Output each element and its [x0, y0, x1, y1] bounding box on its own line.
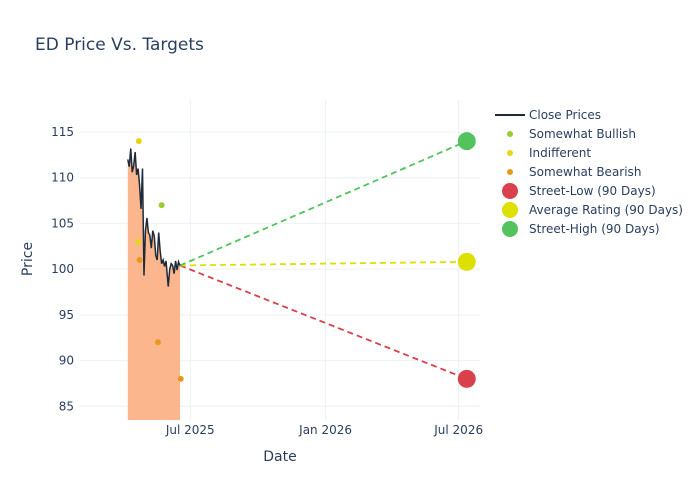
target-line-1 [179, 260, 467, 267]
plot-marks [127, 132, 476, 420]
legend-item-2: Indifferent [507, 146, 591, 160]
target-line-0 [179, 264, 468, 380]
x-axis-title: Date [263, 449, 296, 465]
y-tick-label-6: 115 [51, 125, 74, 139]
legend-label-1: Somewhat Bullish [529, 127, 636, 141]
rating-point-2-1 [154, 339, 161, 346]
y-axis-ticks: 85 90 95 100 105 110 115 [51, 125, 74, 413]
y-tick-label-4: 105 [51, 216, 74, 230]
target-marker-0 [457, 369, 476, 388]
y-tick-label-0: 85 [59, 399, 74, 413]
legend-item-3: Somewhat Bearish [507, 165, 641, 179]
legend-label-2: Indifferent [529, 146, 591, 160]
target-marker-1 [457, 252, 476, 271]
rating-point-2-0 [136, 257, 143, 263]
legend-item-5: Average Rating (90 Days) [502, 202, 683, 218]
y-tick-label-2: 95 [59, 308, 74, 322]
rating-point-1-1 [135, 238, 142, 245]
target-marker-2 [457, 132, 476, 151]
y-axis-title: Price [20, 242, 36, 276]
legend-swatch-3 [507, 169, 513, 175]
close-price-area [127, 148, 180, 420]
x-tick-label-2: Jul 2026 [433, 423, 483, 437]
legend-label-0: Close Prices [529, 108, 601, 122]
legend[interactable]: Close Prices Somewhat Bullish Indifferent S… [495, 108, 683, 237]
y-tick-label-1: 90 [59, 354, 74, 368]
legend-item-1: Somewhat Bullish [507, 127, 636, 141]
rating-point-2-2 [177, 375, 184, 382]
close-price-line [127, 148, 181, 287]
x-tick-label-1: Jan 2026 [298, 423, 352, 437]
legend-swatch-5 [502, 202, 518, 218]
rating-point-1-0 [135, 138, 142, 145]
target-line-2 [179, 140, 468, 267]
y-tick-label-3: 100 [51, 262, 74, 276]
legend-label-5: Average Rating (90 Days) [529, 203, 683, 217]
legend-swatch-2 [507, 150, 513, 156]
legend-item-6: Street-High (90 Days) [502, 221, 660, 237]
rating-point-0-0 [158, 202, 165, 209]
legend-item-4: Street-Low (90 Days) [502, 183, 656, 199]
legend-label-3: Somewhat Bearish [529, 165, 641, 179]
legend-swatch-1 [507, 131, 513, 137]
x-tick-label-0: Jul 2025 [165, 423, 215, 437]
legend-swatch-4 [502, 183, 518, 199]
x-axis-ticks: Jul 2025 Jan 2026 Jul 2026 [165, 423, 483, 437]
legend-item-0: Close Prices [495, 108, 601, 122]
legend-swatch-6 [502, 221, 518, 237]
chart-title: ED Price Vs. Targets [35, 35, 204, 55]
legend-label-4: Street-Low (90 Days) [529, 184, 656, 198]
y-tick-label-5: 110 [51, 171, 74, 185]
legend-label-6: Street-High (90 Days) [529, 222, 660, 236]
